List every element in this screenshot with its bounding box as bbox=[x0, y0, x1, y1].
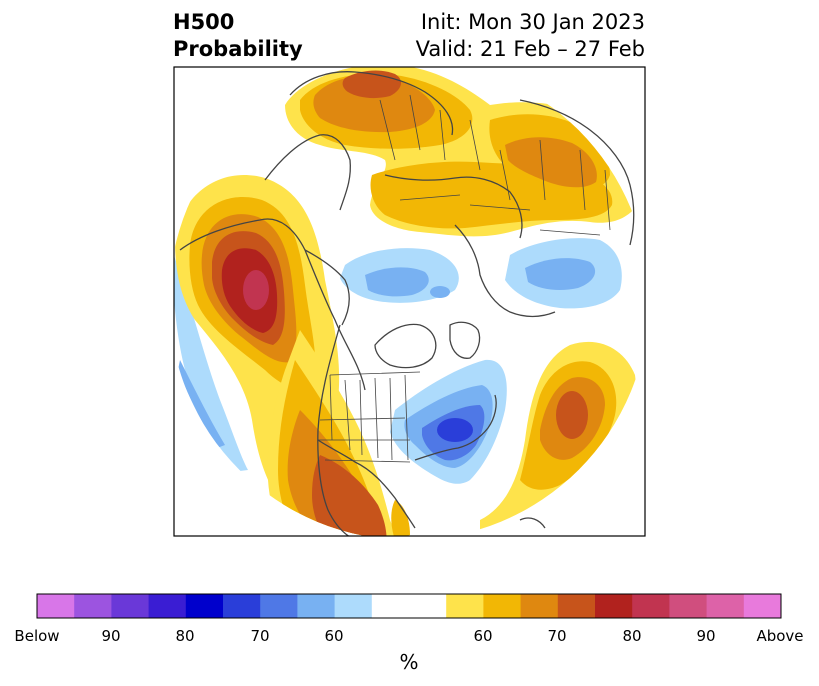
colorbar-cell-5 bbox=[223, 594, 261, 618]
region-central-atlantic-above bbox=[480, 341, 636, 530]
region-arctic-siberia-below bbox=[505, 238, 622, 309]
title-type: Probability bbox=[173, 37, 303, 61]
colorbar-label-above: Above bbox=[756, 627, 804, 645]
region-northeast-us-below bbox=[390, 359, 507, 484]
colorbar-cell-12 bbox=[520, 594, 559, 618]
colorbar-cell-2 bbox=[111, 594, 150, 618]
colorbar-cell-15 bbox=[632, 594, 670, 618]
colorbar-cell-17 bbox=[706, 594, 745, 618]
init-date: Init: Mon 30 Jan 2023 bbox=[420, 10, 645, 34]
colorbar-cell-11 bbox=[483, 594, 522, 618]
colorbar-cell-3 bbox=[148, 594, 187, 618]
colorbar-cell-7 bbox=[297, 594, 336, 618]
map-frame bbox=[173, 66, 646, 537]
region-southwest-us-above bbox=[267, 330, 410, 536]
colorbar-cell-14 bbox=[595, 594, 633, 618]
colorbar-frame bbox=[36, 593, 782, 619]
borders bbox=[318, 94, 611, 463]
colorbar-cell-9 bbox=[371, 594, 447, 618]
colorbar-cell-10 bbox=[446, 594, 484, 618]
region-canadian-arctic-below bbox=[340, 248, 459, 303]
colorbar-cells bbox=[37, 594, 782, 618]
colorbar-cell-18 bbox=[743, 594, 782, 618]
colorbar-cell-8 bbox=[334, 594, 373, 618]
colorbar-cell-6 bbox=[260, 594, 298, 618]
colorbar-label-below-80: 80 bbox=[175, 627, 195, 645]
colorbar-unit: % bbox=[399, 650, 419, 674]
colorbar-cell-16 bbox=[669, 594, 708, 618]
probability-shading bbox=[174, 67, 641, 536]
colorbar-label-below-90: 90 bbox=[101, 627, 121, 645]
colorbar-label-below-60: 60 bbox=[324, 627, 344, 645]
map-dates: Init: Mon 30 Jan 2023 Valid: 21 Feb – 27… bbox=[416, 9, 645, 63]
colorbar-label-below-70: 70 bbox=[250, 627, 270, 645]
title-variable: H500 bbox=[173, 10, 235, 34]
valid-range: Valid: 21 Feb – 27 Feb bbox=[415, 37, 645, 61]
colorbar-cell-13 bbox=[557, 594, 596, 618]
probability-map bbox=[173, 66, 646, 537]
map-title: H500 Probability bbox=[173, 9, 303, 63]
colorbar-label-above-80: 80 bbox=[622, 627, 642, 645]
colorbar-cell-0 bbox=[37, 594, 75, 618]
region-eurasia-above bbox=[285, 67, 641, 237]
colorbar-label-above-90: 90 bbox=[696, 627, 716, 645]
colorbar-cell-1 bbox=[74, 594, 112, 618]
colorbar-label-above-70: 70 bbox=[547, 627, 567, 645]
colorbar-cell-4 bbox=[185, 594, 224, 618]
colorbar-label-above-60: 60 bbox=[473, 627, 493, 645]
coastlines bbox=[179, 71, 635, 536]
colorbar-label-below: Below bbox=[14, 627, 60, 645]
